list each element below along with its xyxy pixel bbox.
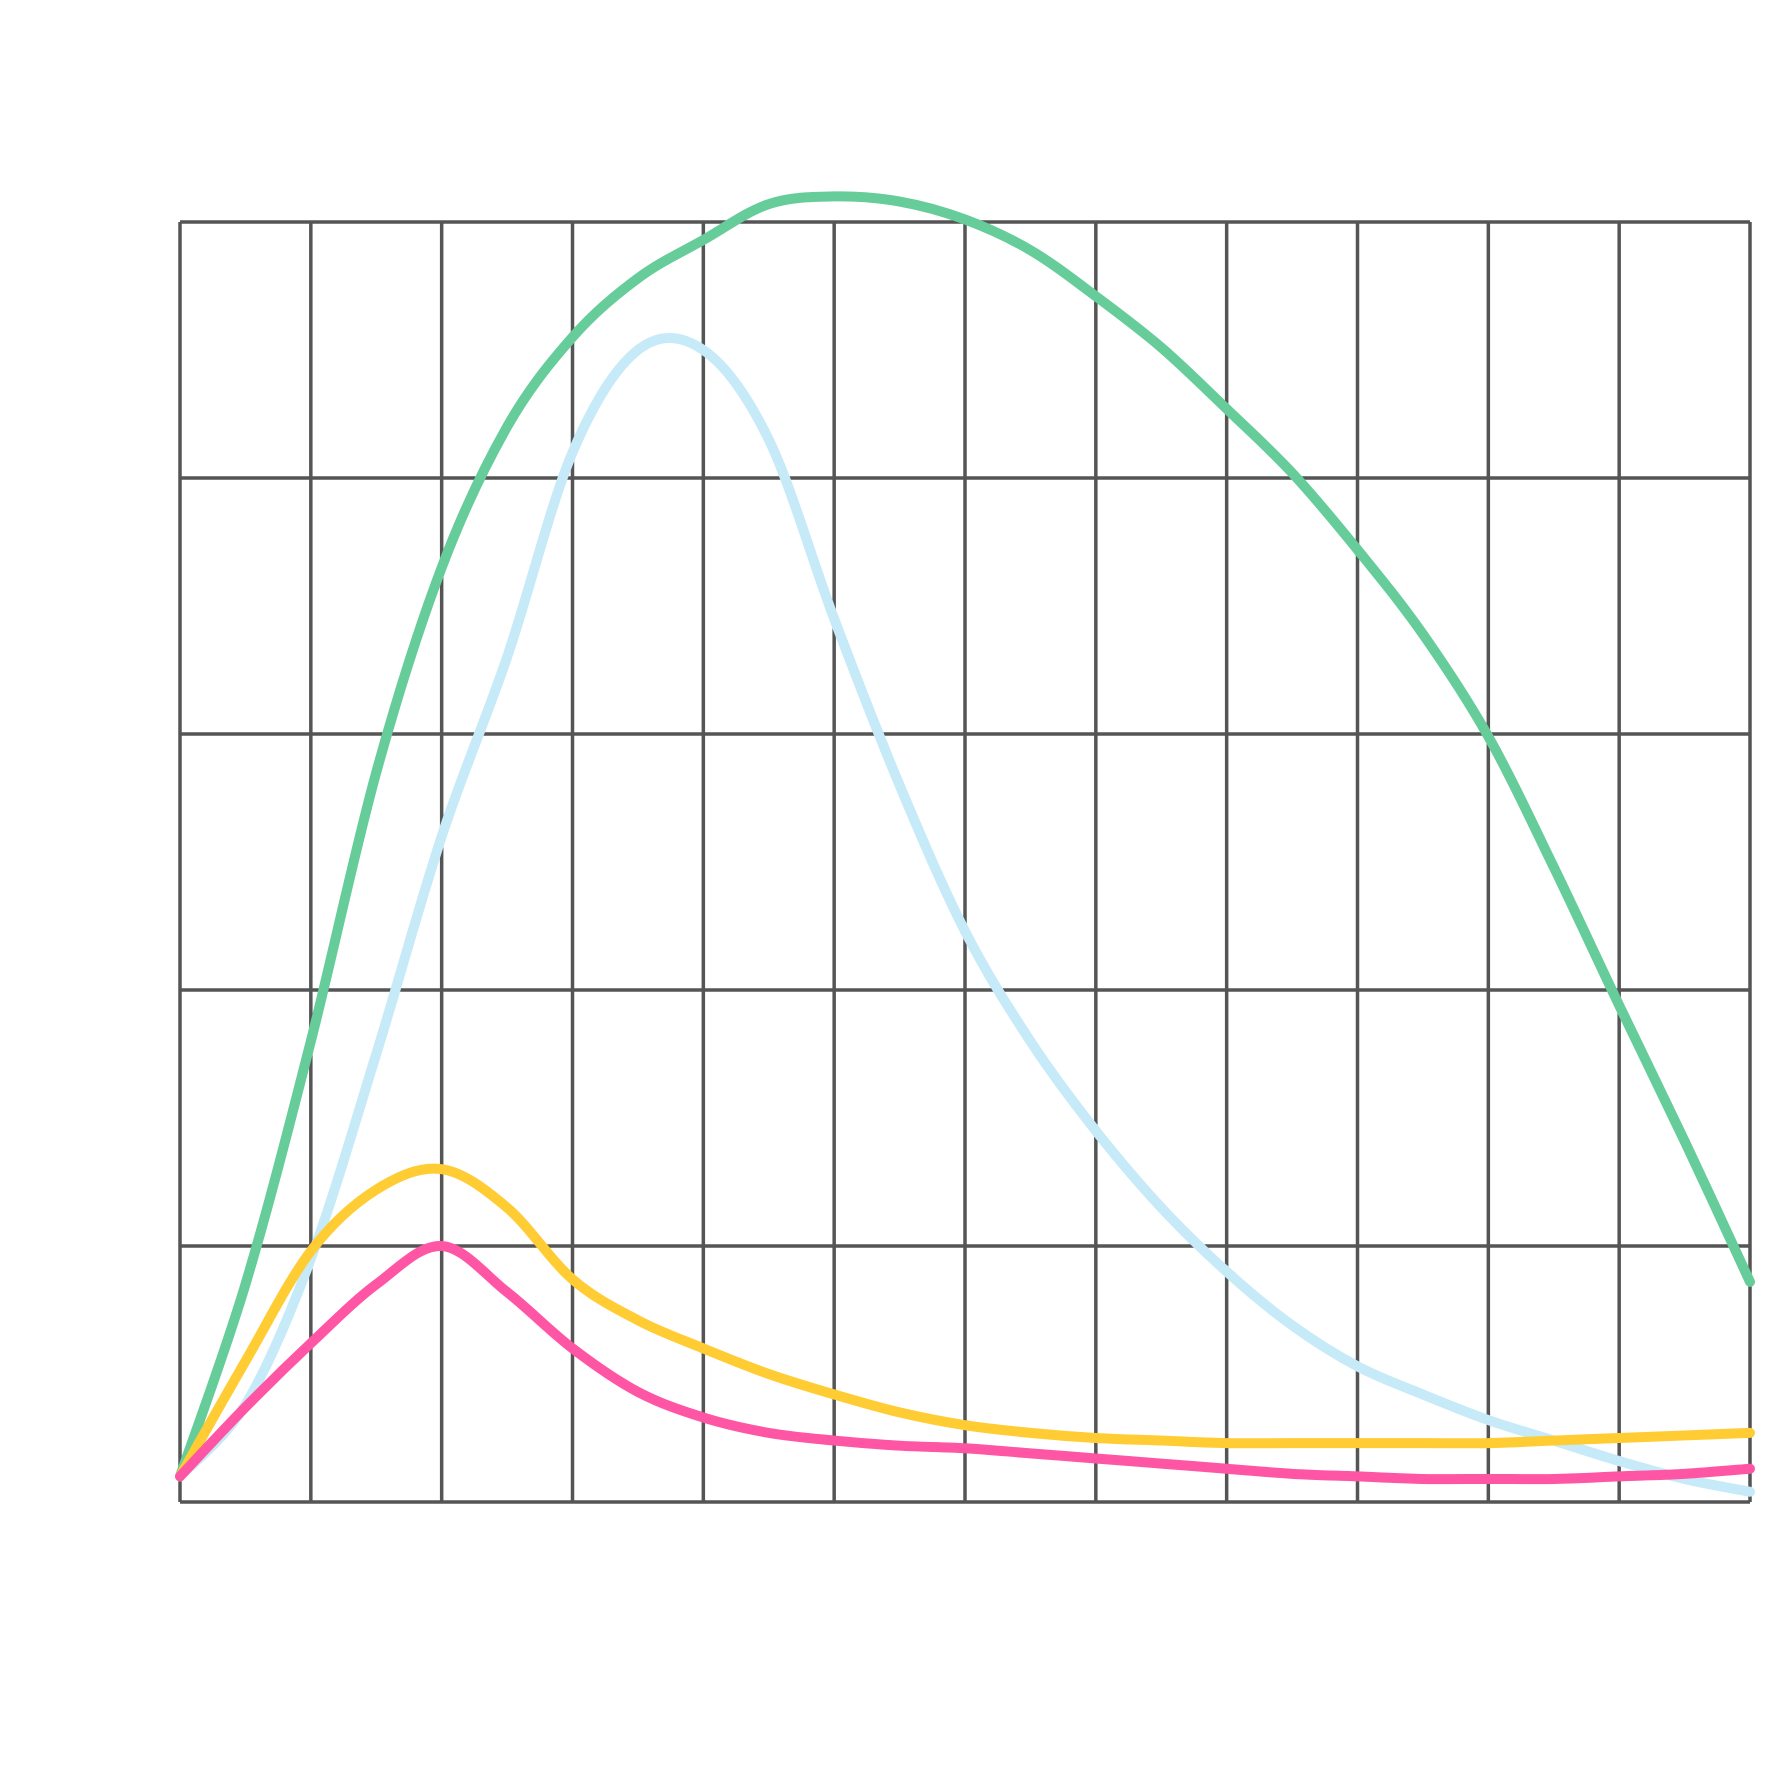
series-line-4 [175, 1241, 1755, 1485]
series-line-2 [175, 333, 1755, 1497]
chart-grid [178, 220, 1752, 1504]
series-line-3 [175, 1163, 1755, 1482]
series-line-1 [175, 191, 1755, 1482]
chart-series-group [175, 191, 1755, 1497]
